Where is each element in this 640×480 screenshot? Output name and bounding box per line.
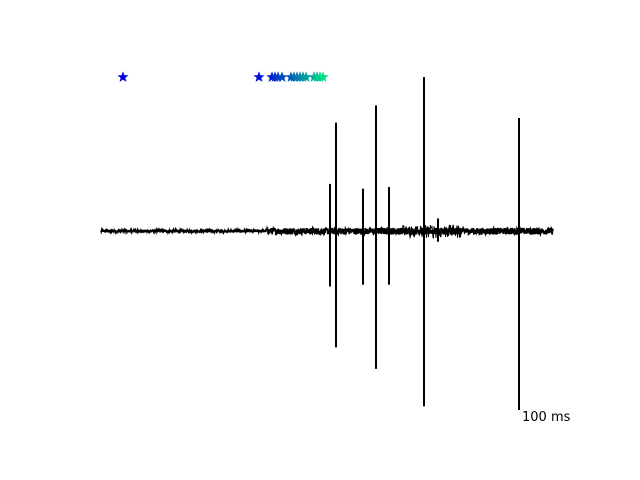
baseline-trace-line xyxy=(100,225,554,238)
event-star-marker-1 xyxy=(117,71,129,82)
burst-trace-line xyxy=(400,224,462,240)
event-marker-group xyxy=(117,71,329,82)
event-star-marker-16 xyxy=(317,71,329,82)
event-star-marker-2 xyxy=(253,71,265,82)
scale-bar: 100 ms xyxy=(518,395,571,425)
baseline-trace xyxy=(100,225,554,238)
spike-group xyxy=(329,77,520,410)
event-star-marker-6 xyxy=(276,71,288,82)
scale-bar-label: 100 ms xyxy=(522,410,571,425)
burst-noise xyxy=(400,224,462,240)
